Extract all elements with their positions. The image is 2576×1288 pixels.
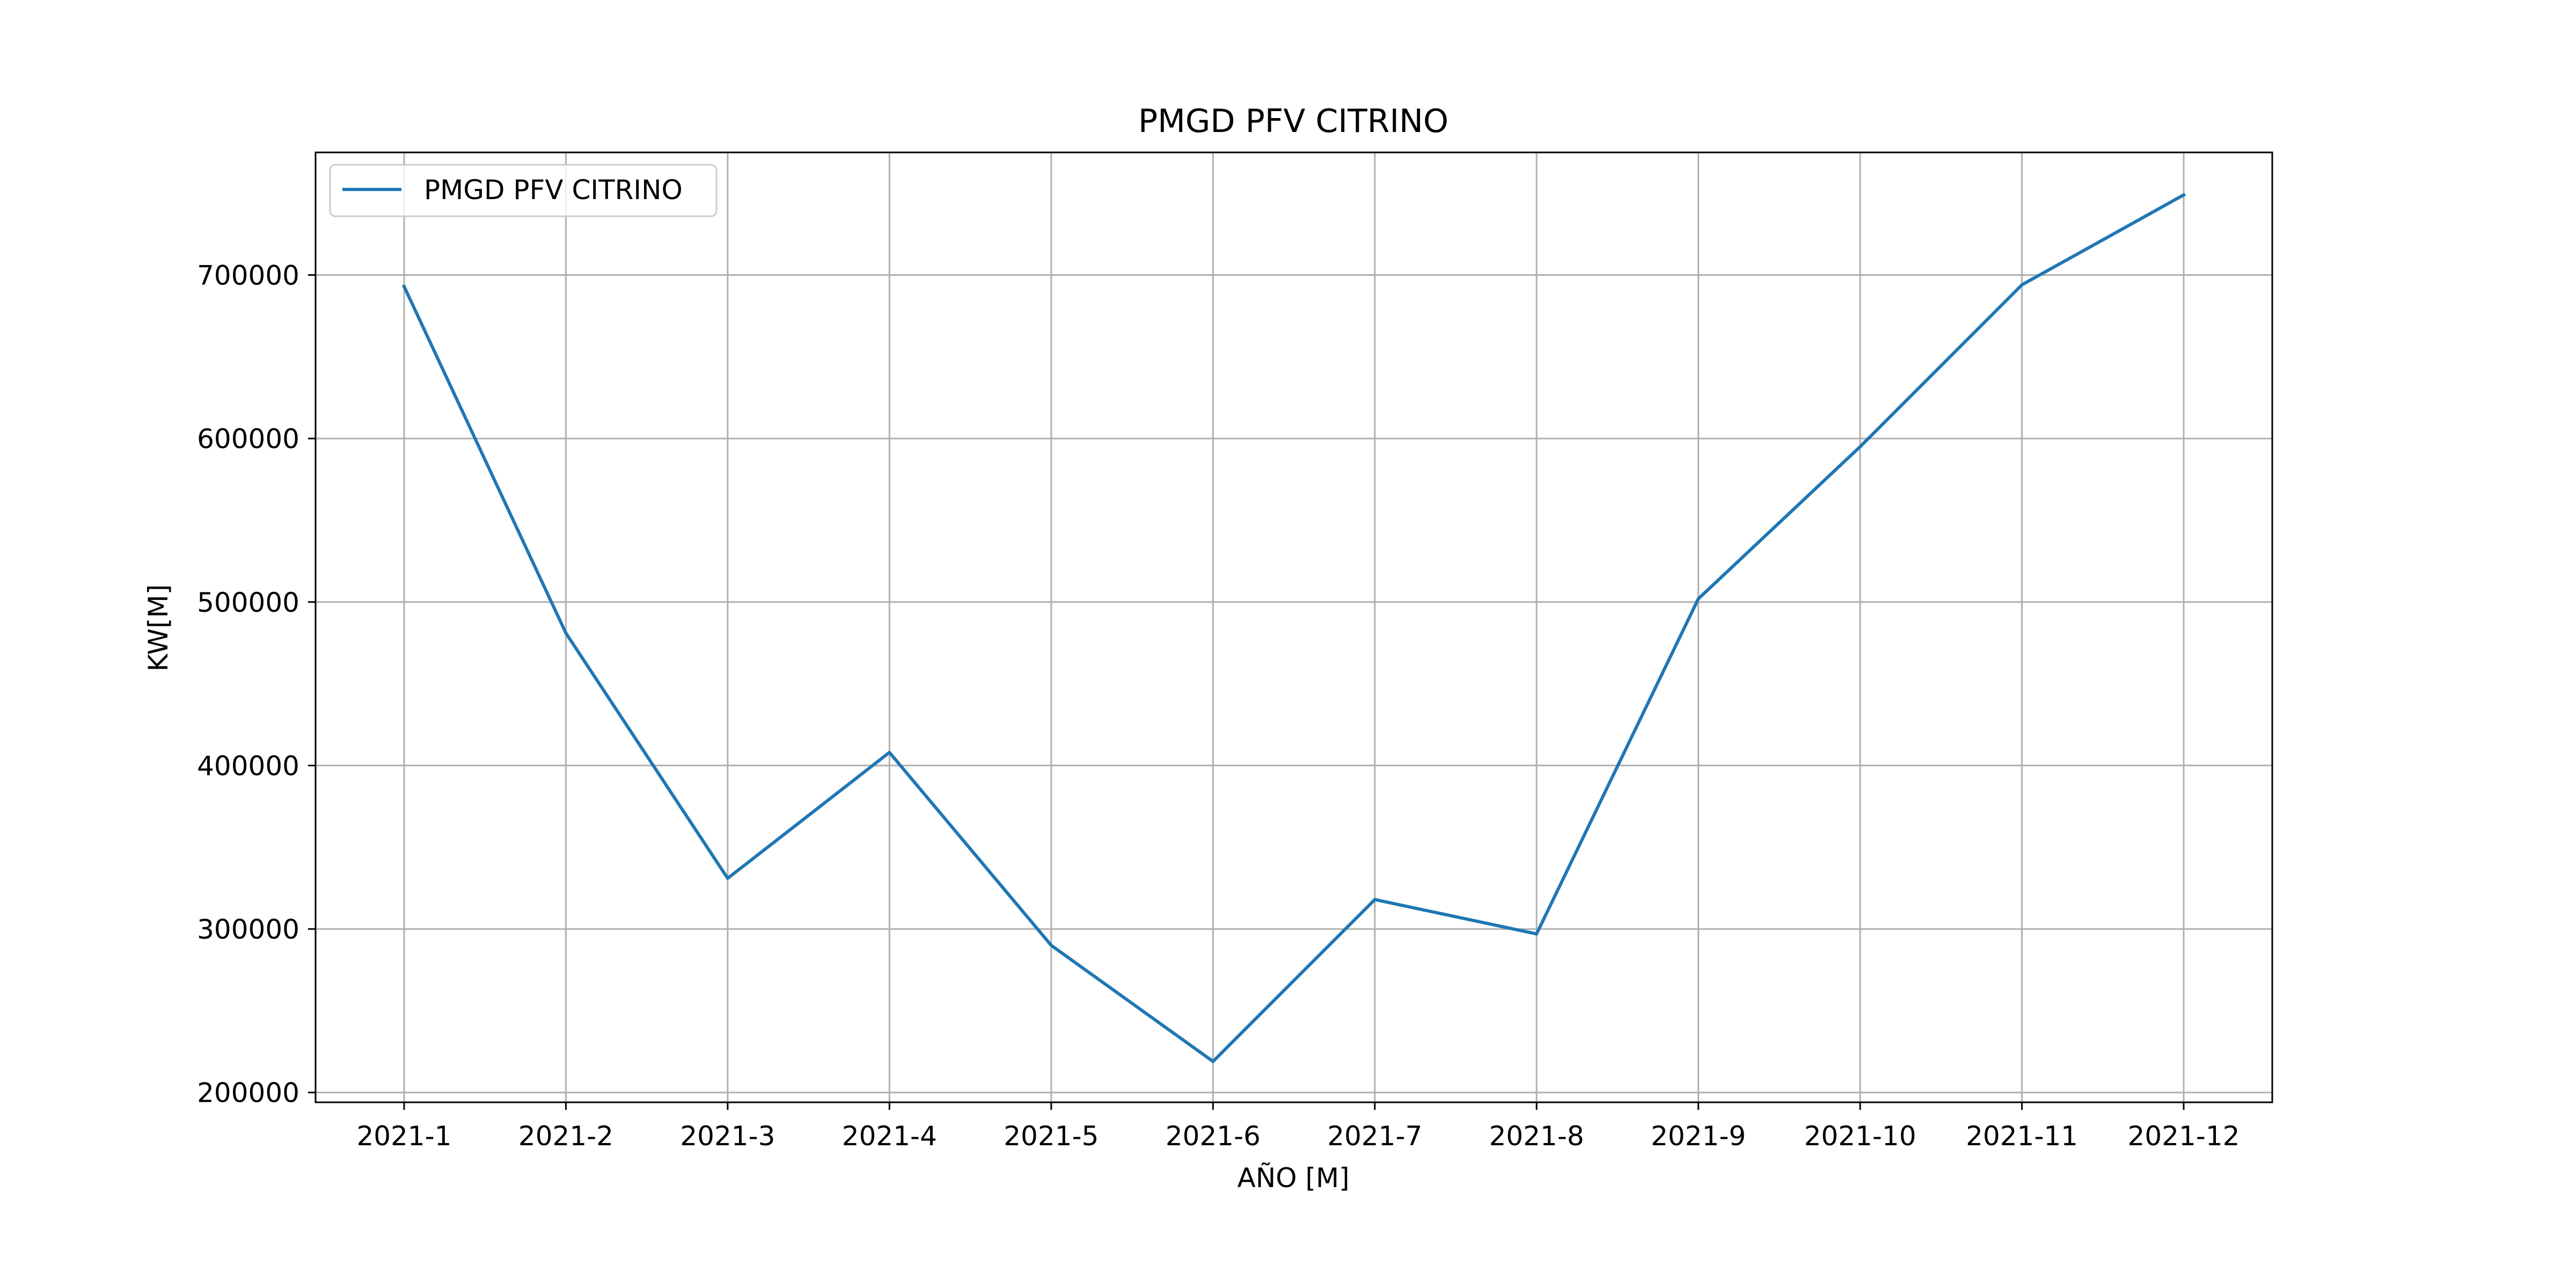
legend: PMGD PFV CITRINO — [329, 164, 718, 217]
x-tick-label: 2021-6 — [1166, 1121, 1261, 1152]
data-point — [2020, 283, 2024, 287]
y-axis-ticks: 200000 300000 400000 500000 600000 700000 — [197, 260, 316, 1109]
y-axis-title: KW[M] — [143, 584, 174, 672]
x-tick-label: 2021-2 — [518, 1121, 613, 1152]
data-point — [1373, 898, 1377, 902]
y-tick-label: 600000 — [197, 423, 299, 455]
x-tick-label: 2021-3 — [680, 1121, 775, 1152]
data-point — [1211, 1059, 1215, 1063]
y-tick-label: 500000 — [197, 587, 299, 618]
data-point — [1696, 597, 1700, 601]
data-point — [1858, 445, 1862, 449]
x-tick-label: 2021-4 — [842, 1121, 937, 1152]
data-point — [564, 631, 568, 635]
x-tick-label: 2021-8 — [1489, 1121, 1584, 1152]
legend-label: PMGD PFV CITRINO — [424, 174, 683, 206]
plot-area-frame — [314, 151, 2273, 1103]
x-tick-label: 2021-5 — [1004, 1121, 1099, 1152]
series-layer — [402, 193, 2186, 1063]
x-tick-label: 2021-9 — [1651, 1121, 1746, 1152]
data-point — [402, 284, 406, 288]
data-point — [2182, 193, 2185, 197]
legend-box — [329, 164, 718, 217]
x-axis-title: AÑO [M] — [1237, 1162, 1349, 1194]
x-tick-label: 2021-7 — [1327, 1121, 1422, 1152]
series-line — [402, 193, 2186, 1063]
x-tick-label: 2021-11 — [1966, 1121, 2078, 1152]
x-axis-ticks: 2021-1 2021-2 2021-3 2021-4 2021-5 2021-6 2021… — [356, 1102, 2240, 1152]
x-tick-label: 2021-1 — [356, 1121, 451, 1152]
data-point — [726, 876, 729, 880]
x-tick-label: 2021-10 — [1804, 1121, 1916, 1152]
y-tick-label: 400000 — [197, 750, 299, 781]
y-tick-label: 300000 — [197, 914, 299, 945]
grid-lines — [316, 152, 2272, 1102]
chart-title: PMGD PFV CITRINO — [1138, 103, 1448, 140]
x-tick-label: 2021-12 — [2128, 1121, 2240, 1152]
data-point — [1049, 943, 1053, 947]
data-point — [888, 751, 891, 755]
y-tick-label: 700000 — [197, 260, 299, 291]
data-point — [1535, 932, 1539, 936]
y-tick-label: 200000 — [197, 1078, 299, 1109]
